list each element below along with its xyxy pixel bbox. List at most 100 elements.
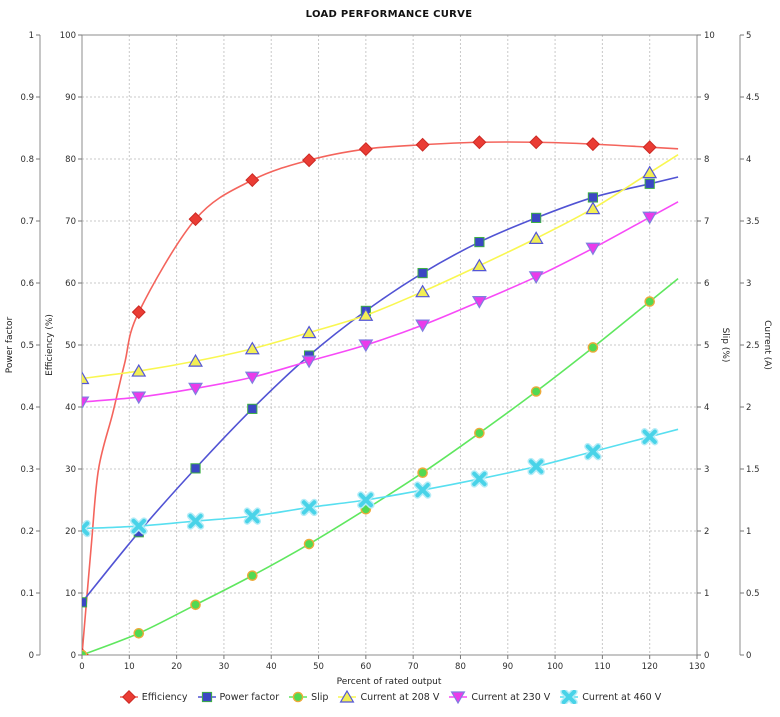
cur-tick-label: 3.5 [746, 217, 760, 227]
x-tick-label: 60 [360, 662, 371, 672]
current-at-208-v-marker [528, 231, 544, 244]
power-factor-marker [247, 403, 258, 414]
cur-tick-label: 3 [746, 279, 751, 289]
power-factor-marker [474, 236, 485, 248]
eff-tick-label: 30 [65, 465, 76, 475]
slip-tick-label: 6 [704, 279, 709, 289]
efficiency-marker [472, 135, 487, 150]
x-tick-label: 30 [219, 662, 230, 672]
pf-tick-label: 1 [29, 31, 34, 41]
slip-tick-label: 9 [704, 93, 709, 103]
cur-tick-label: 1.5 [746, 465, 760, 475]
efficiency-legend-marker [121, 690, 136, 704]
efficiency-axis-title: Efficiency (%) [45, 314, 55, 376]
grid-layer [82, 35, 697, 655]
current-axis-title: Current (A) [762, 320, 772, 370]
slip-tick-label: 3 [704, 465, 709, 475]
pf-tick-label: 0.3 [20, 465, 34, 475]
cur-tick-label: 1 [746, 527, 751, 537]
slip-tick-label: 8 [704, 155, 709, 165]
x-tick-label: 20 [171, 662, 182, 672]
cur-tick-label: 0.5 [746, 589, 760, 599]
current-at-460-v-legend-icon [560, 690, 579, 704]
current-at-230-v-marker [415, 319, 431, 333]
pf-axis-title: Power factor [5, 316, 15, 373]
power-factor-legend-marker [201, 691, 212, 703]
eff-tick-label: 20 [65, 527, 76, 537]
slip-tick-label: 5 [704, 341, 709, 351]
legend-item-current-at-460-v: Current at 460 V [559, 690, 661, 704]
pf-tick-label: 0.6 [20, 279, 34, 289]
current-at-460-v-marker [642, 429, 657, 444]
slip-marker [133, 628, 145, 639]
slip-marker [303, 538, 315, 550]
current-at-230-v-marker [244, 371, 260, 385]
current-at-460-v-marker [585, 444, 601, 459]
slip-marker [190, 599, 201, 611]
current-at-208-v-marker [585, 201, 601, 215]
slip-axis-title: Slip (%) [720, 328, 730, 363]
efficiency-marker [529, 135, 544, 150]
pf-tick-label: 0.4 [20, 403, 34, 413]
efficiency-line [82, 141, 679, 655]
x-tick-label: 90 [502, 662, 513, 672]
slip-tick-label: 7 [704, 217, 709, 227]
eff-tick-label: 0 [71, 651, 76, 661]
power-factor-marker [531, 212, 542, 224]
current-at-460-v-marker [301, 500, 317, 515]
axes-layer: 00.10.20.30.40.50.60.70.80.9101020304050… [20, 31, 759, 672]
x-tick-label: 40 [266, 662, 277, 672]
current-at-208-v-marker [301, 325, 317, 339]
slip-tick-label: 4 [704, 403, 709, 413]
pf-tick-label: 0.1 [20, 589, 34, 599]
legend-item-efficiency: Efficiency [119, 690, 188, 704]
x-tick-label: 120 [642, 662, 658, 672]
current-at-460-v-legend-marker [562, 690, 577, 704]
efficiency-marker [585, 137, 600, 152]
eff-tick-label: 50 [65, 341, 76, 351]
legend-label-current-at-460-v: Current at 460 V [582, 691, 662, 703]
pf-tick-label: 0.2 [20, 527, 34, 537]
efficiency-marker [415, 137, 430, 152]
x-tick-label: 10 [124, 662, 135, 672]
current-at-208-v-marker [131, 363, 147, 377]
x-tick-label: 100 [547, 662, 563, 672]
pf-tick-label: 0 [29, 651, 34, 661]
current-at-230-v-marker [358, 339, 374, 353]
current-at-230-v-marker [528, 271, 544, 284]
efficiency-marker [245, 173, 260, 188]
legend-item-current-at-230-v: Current at 230 V [448, 690, 550, 704]
current-at-460-v-marker [358, 492, 374, 508]
current-at-230-v-marker [301, 355, 317, 369]
chart-title: LOAD PERFORMANCE CURVE [306, 9, 473, 20]
current-at-230-v-marker [131, 391, 147, 405]
current-at-208-v-legend-marker [340, 690, 355, 703]
cur-tick-label: 2 [746, 403, 751, 413]
slip-marker [82, 649, 88, 655]
current-at-460-v-marker [131, 518, 146, 534]
eff-tick-label: 100 [60, 31, 76, 41]
efficiency-marker [188, 212, 203, 227]
current-at-460-v-marker [245, 508, 260, 524]
current-at-230-v-legend-marker [450, 691, 466, 704]
legend-label-current-at-230-v: Current at 230 V [471, 691, 551, 703]
current-at-208-v-marker [471, 258, 487, 272]
legend-item-current-at-208-v: Current at 208 V [337, 690, 439, 704]
current-at-208-v-legend-icon [338, 690, 357, 703]
pf-tick-label: 0.8 [20, 155, 34, 165]
slip-marker [587, 342, 599, 353]
slip-marker [530, 386, 542, 397]
current-at-230-v-line [82, 201, 679, 403]
slip-marker [644, 296, 655, 307]
slip-legend-marker [292, 691, 304, 703]
cur-tick-label: 0 [746, 651, 751, 661]
x-tick-label: 0 [79, 662, 84, 672]
current-at-208-v-marker [415, 284, 431, 298]
efficiency-legend-icon [119, 690, 138, 704]
slip-marker [474, 427, 485, 439]
power-factor-marker [82, 597, 88, 608]
slip-tick-label: 10 [704, 31, 715, 41]
pf-tick-label: 0.5 [20, 341, 34, 351]
x-tick-label: 50 [313, 662, 324, 672]
